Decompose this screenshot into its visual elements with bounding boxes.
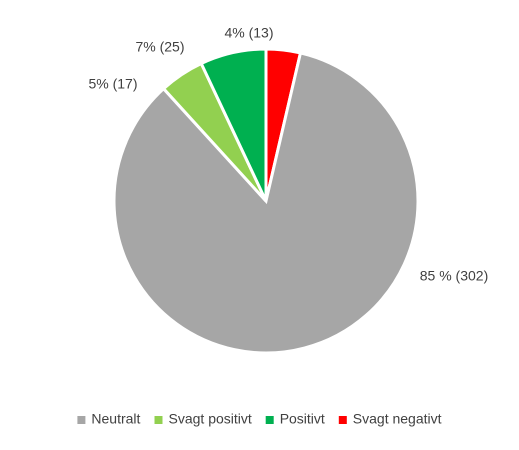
legend-label-svagt-negativt: Svagt negativt: [353, 411, 442, 427]
legend-item-neutralt: Neutralt: [77, 411, 141, 427]
legend-item-svagt-negativt: Svagt negativt: [338, 411, 442, 427]
legend-item-positivt: Positivt: [265, 411, 325, 427]
legend-item-svagt-positivt: Svagt positivt: [154, 411, 252, 427]
data-label-neutralt: 85 % (302): [420, 268, 488, 284]
legend-label-neutralt: Neutralt: [91, 411, 140, 427]
pie-slice-positivt: [199, 47, 268, 202]
legend-swatch-positivt: [265, 416, 274, 424]
data-label-svagt-positivt: 5% (17): [88, 76, 137, 92]
data-label-positivt: 7% (25): [135, 39, 184, 55]
pie-slices: [112, 47, 420, 355]
legend-swatch-svagt-negativt: [338, 416, 347, 424]
data-label-svagt-negativt: 4% (13): [224, 25, 273, 41]
pie-slice-neutralt: [112, 51, 420, 355]
legend: Neutralt Svagt positivt Positivt Svagt nega…: [77, 411, 442, 427]
legend-swatch-svagt-positivt: [154, 416, 163, 424]
legend-label-svagt-positivt: Svagt positivt: [169, 411, 252, 427]
legend-label-positivt: Positivt: [280, 411, 325, 427]
data-labels: 4% (13) 85 % (302) 5% (17) 7% (25): [88, 25, 488, 284]
legend-swatch-neutralt: [77, 416, 86, 424]
